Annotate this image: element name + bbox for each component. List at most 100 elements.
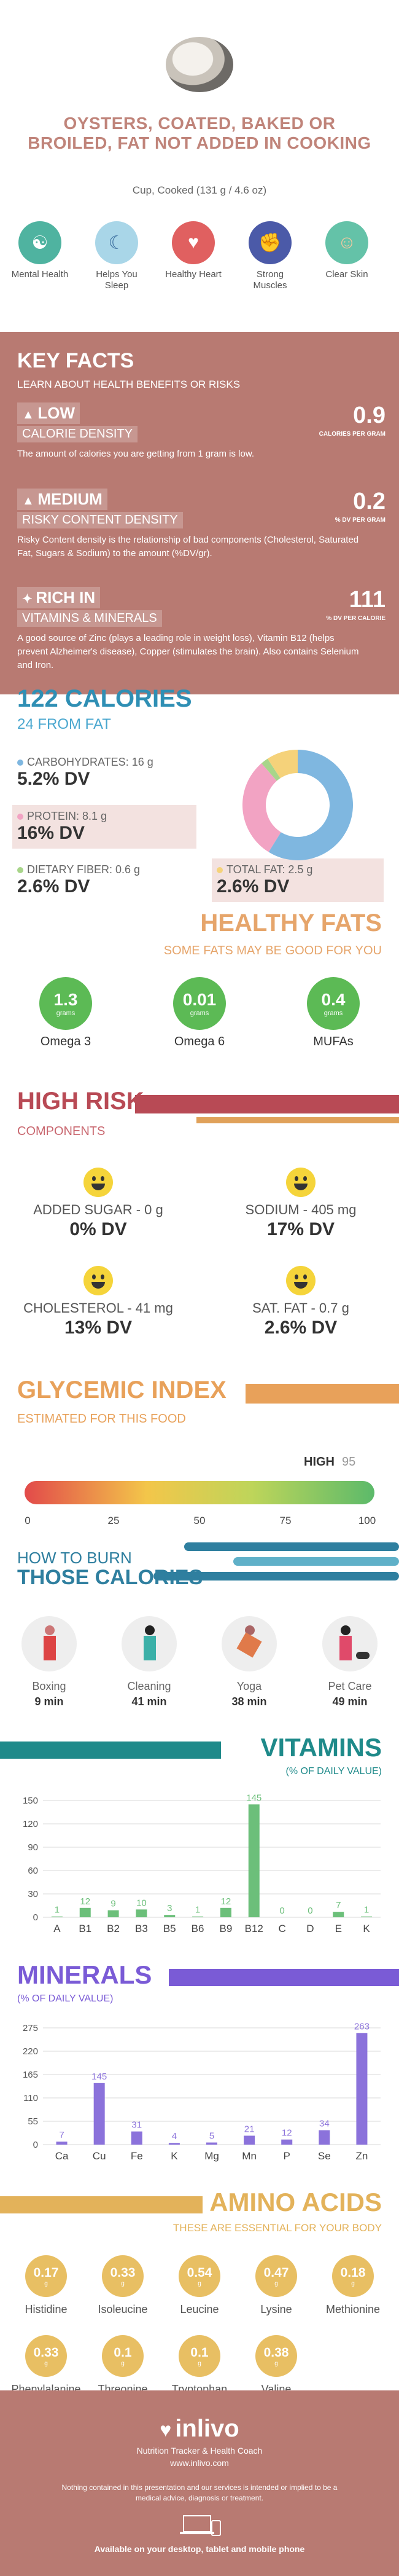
risk-dv: 13% DV: [64, 1317, 133, 1338]
brain-icon: ☯: [18, 221, 61, 264]
bar-value-label: 34: [319, 2119, 330, 2129]
calories-from-fat: 24 FROM FAT: [17, 716, 111, 732]
fact-name: RISKY CONTENT DENSITY: [17, 512, 183, 528]
x-tick-label: K: [171, 2150, 178, 2162]
bar-E: [333, 1912, 344, 1917]
donut-slice-protein: [242, 763, 281, 852]
amino-leucine: 0.54 g Leucine: [163, 2255, 236, 2316]
y-tick-label: 220: [23, 2046, 38, 2057]
fact-unit: CALORIES PER GRAM: [319, 431, 385, 438]
bar-value-label: 0: [279, 1906, 284, 1916]
x-tick-label: C: [278, 1923, 285, 1934]
bar-value-label: 5: [209, 2131, 214, 2142]
donut-slice-carbs: [268, 750, 353, 860]
heart-logo-icon: ♥: [160, 2419, 172, 2441]
x-tick-label: B9: [220, 1923, 233, 1934]
bar-value-label: 9: [110, 1899, 115, 1909]
vitamins-stripe: [0, 1742, 221, 1759]
activity-label: Boxing: [32, 1680, 66, 1692]
amino-badge: 0.17 g: [25, 2255, 67, 2297]
risk-subheading: COMPONENTS: [17, 1125, 106, 1138]
y-tick-label: 60: [28, 1866, 38, 1876]
risk-label: CHOLESTEROL - 41 mg: [23, 1300, 173, 1316]
risk-cholesterol: CHOLESTEROL - 41 mg 13% DV: [18, 1266, 178, 1338]
activity-boxing: Boxing 9 min: [12, 1616, 86, 1708]
heart-icon: ♥: [172, 221, 215, 264]
vitamins-section: VITAMINS (% OF DAILY VALUE) 0 30 60 90 120 15…: [0, 1733, 399, 1954]
footer-url[interactable]: www.inlivo.com: [170, 2458, 229, 2468]
bar-value-label: 7: [336, 1900, 341, 1910]
y-tick-label: 90: [28, 1842, 38, 1853]
footer-tagline: Nutrition Tracker & Health Coach: [136, 2446, 263, 2456]
minerals-stripe: [169, 1969, 399, 1986]
burn-heading: HOW TO BURN: [17, 1549, 132, 1567]
calories-heading: 122 CALORIES: [17, 685, 192, 712]
devices-icon: [180, 2515, 221, 2536]
glycemic-tick: 0: [25, 1515, 31, 1526]
activity-label: Pet Care: [328, 1680, 372, 1692]
sleep-icon: ☾: [95, 221, 138, 264]
amino-label: Histidine: [25, 2303, 68, 2315]
vitamins-bar-chart: 03060901201501A12B19B210B33B51B612B9145B…: [23, 1793, 381, 1934]
fact-calorie-density: ▲ LOW CALORIE DENSITY 0.9 CALORIES PER G…: [17, 402, 385, 461]
risk-heading: HIGH RISK: [17, 1088, 144, 1115]
activity-label: Yoga: [236, 1680, 262, 1692]
amino-badge: 0.47 g: [255, 2255, 297, 2297]
inlivo-logo[interactable]: ♥ inlivo: [160, 2415, 239, 2442]
bar-value-label: 7: [59, 2130, 64, 2140]
bar-value-label: 4: [172, 2131, 177, 2142]
y-tick-label: 110: [23, 2093, 38, 2103]
smile-icon: [83, 1168, 113, 1197]
bar-value-label: 0: [308, 1906, 312, 1916]
amino-badge: 0.33 g: [102, 2255, 144, 2297]
bar-B12: [248, 1804, 260, 1917]
amino-badge: 0.38 g: [255, 2335, 297, 2377]
y-tick-label: 275: [23, 2023, 38, 2033]
fact-level: ▲ MEDIUM: [17, 489, 107, 510]
bar-value-label: 10: [136, 1898, 147, 1908]
health-benefits: ☯ Mental Health ☾ Helps You Sleep ♥ Heal…: [0, 221, 399, 313]
fact-name: VITAMINS & MINERALS: [17, 610, 162, 627]
macro-protein: PROTEIN: 8.1 g 16% DV: [12, 805, 196, 849]
x-tick-label: Mn: [242, 2150, 257, 2162]
fat-omega6: 0.01 grams Omega 6: [160, 977, 239, 1049]
fact-unit: % DV PER GRAM: [335, 517, 385, 524]
bar-value-label: 12: [221, 1896, 231, 1907]
fat-dv: 2.6% DV: [217, 876, 290, 897]
glycemic-tick: 75: [279, 1515, 292, 1526]
boxing-icon: [21, 1616, 77, 1671]
fact-text: A good source of Zinc (plays a leading r…: [17, 633, 359, 670]
amino-isoleucine: 0.33 g Isoleucine: [86, 2255, 160, 2316]
carbs-dot: [17, 760, 23, 766]
fat-label: MUFAs: [313, 1035, 354, 1048]
x-tick-label: A: [53, 1923, 61, 1934]
healthy-fats: HEALTHY FATS SOME FATS MAY BE GOOD FOR Y…: [0, 909, 399, 1069]
glycemic-stripe: [246, 1384, 399, 1404]
bar-Zn: [356, 2033, 368, 2145]
amino-badge: 0.1 g: [179, 2335, 220, 2377]
benefit-label: Strong Muscles: [253, 269, 287, 291]
burn-stripe: [233, 1557, 399, 1566]
burn-heading-2: THOSE CALORIES: [17, 1566, 203, 1589]
benefit-muscles: ✊ Strong Muscles: [239, 221, 301, 291]
bar-Mg: [206, 2142, 217, 2145]
fact-value: 0.9: [353, 402, 385, 428]
fat-label: Omega 3: [40, 1035, 91, 1048]
bar-B2: [107, 1910, 119, 1917]
fact-value: 0.2: [353, 489, 385, 514]
bar-B3: [136, 1909, 147, 1917]
activity-cleaning: Cleaning 41 min: [112, 1616, 186, 1708]
amino-acids: AMINO ACIDS THESE ARE ESSENTIAL FOR YOUR…: [0, 2188, 399, 2421]
benefit-mental-health: ☯ Mental Health: [9, 221, 71, 280]
vitamins-subheading: (% OF DAILY VALUE): [285, 1766, 382, 1777]
pet-care-icon: [322, 1616, 378, 1671]
y-tick-label: 165: [23, 2070, 38, 2080]
fact-name: CALORIE DENSITY: [17, 426, 138, 442]
glycemic-index: GLYCEMIC INDEX ESTIMATED FOR THIS FOOD H…: [0, 1376, 399, 1526]
fact-unit: % DV PER CALORIE: [326, 615, 385, 622]
fat-omega3: 1.3 grams Omega 3: [26, 977, 106, 1049]
fact-value: 111: [349, 587, 385, 613]
y-tick-label: 120: [23, 1819, 38, 1829]
x-tick-label: B6: [192, 1923, 204, 1934]
fat-badge: 0.01 grams: [173, 977, 226, 1030]
